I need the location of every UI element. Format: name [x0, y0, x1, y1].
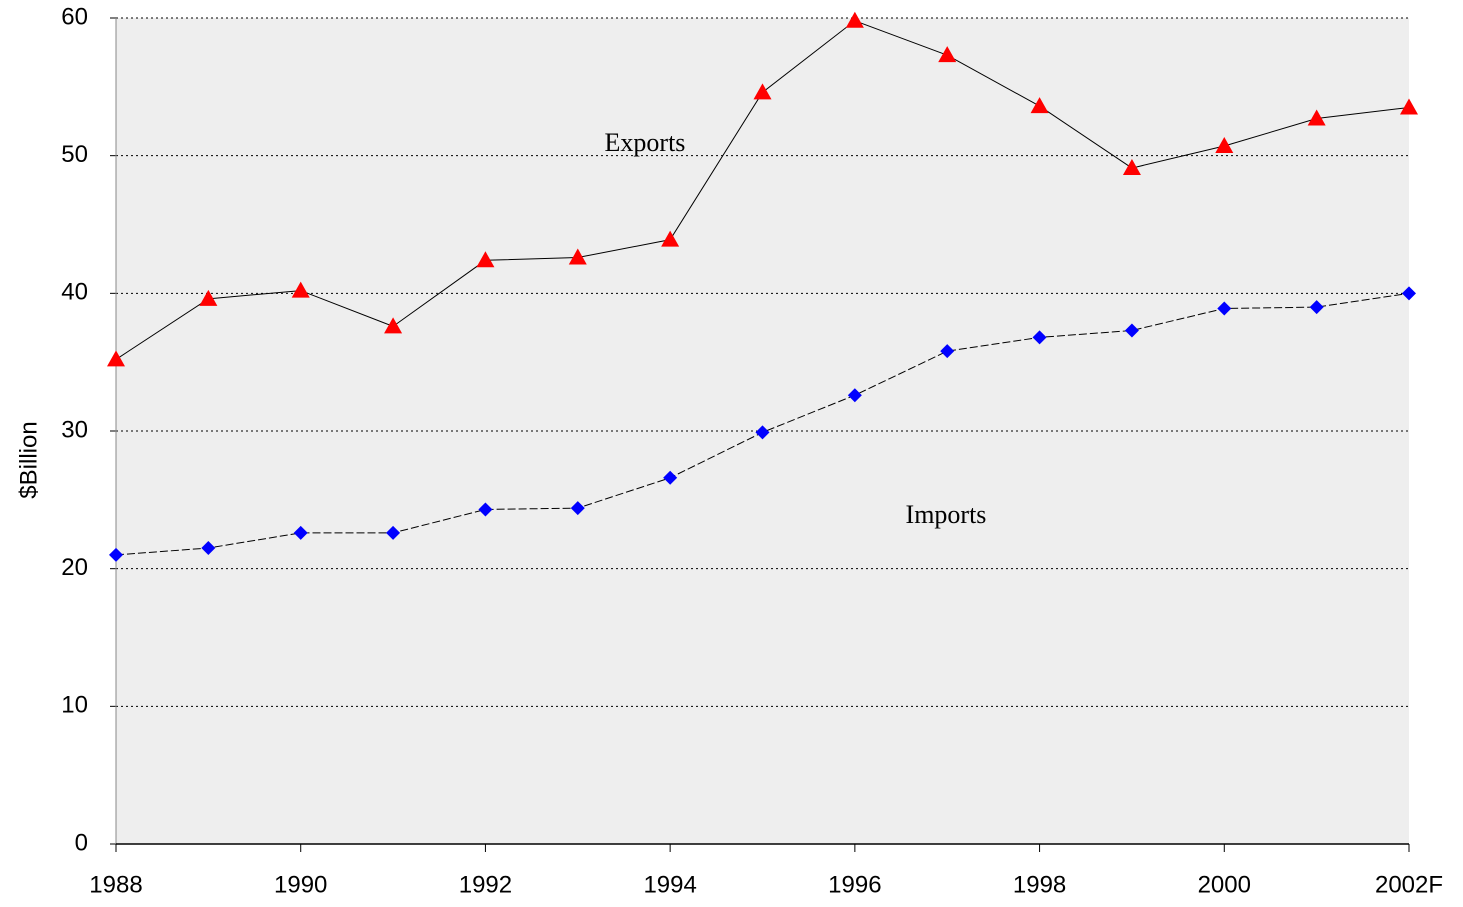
series-marker [109, 547, 123, 562]
series-marker [293, 525, 308, 540]
series-label: Imports [906, 500, 987, 529]
y-tick-label: 40 [61, 279, 88, 306]
y-tick-label: 30 [61, 416, 88, 443]
series-marker [1307, 109, 1326, 126]
series-marker [476, 251, 495, 268]
series-marker [1032, 330, 1047, 345]
series-marker [661, 230, 680, 247]
y-tick-label: 20 [61, 554, 88, 581]
series-marker [201, 541, 216, 556]
y-axis-label: $Billion [15, 421, 42, 498]
series-marker [1124, 323, 1139, 338]
series-marker [845, 11, 864, 28]
series-marker [199, 289, 218, 306]
series-marker [107, 350, 125, 367]
y-tick-label: 50 [61, 141, 88, 168]
series-marker [386, 525, 401, 540]
series-marker [753, 83, 772, 100]
y-tick-label: 60 [61, 3, 88, 30]
series-marker [478, 502, 493, 517]
series-marker [1030, 97, 1049, 114]
series-marker [1217, 301, 1232, 316]
series-marker [291, 281, 310, 298]
series-marker [940, 344, 955, 359]
series-label: Exports [605, 128, 686, 157]
series-marker [1400, 98, 1418, 115]
x-tick-label: 2000 [1198, 871, 1251, 898]
series-marker [1309, 300, 1324, 315]
x-tick-label: 1992 [459, 871, 512, 898]
series-marker [938, 46, 957, 63]
x-tick-label: 1988 [89, 871, 142, 898]
series-marker [847, 388, 862, 403]
series-marker [384, 317, 403, 334]
series-marker [570, 501, 585, 516]
y-tick-label: 10 [61, 692, 88, 719]
x-tick-label: 1990 [274, 871, 327, 898]
series-marker [1215, 137, 1234, 154]
x-tick-label: 2002F [1375, 871, 1443, 898]
series-marker [568, 248, 587, 265]
series-marker [1122, 159, 1141, 176]
x-tick-label: 1998 [1013, 871, 1066, 898]
x-tick-label: 1996 [828, 871, 881, 898]
x-tick-label: 1994 [643, 871, 696, 898]
series-marker [755, 425, 770, 440]
series-marker [1402, 286, 1416, 301]
series-marker [663, 470, 678, 485]
y-tick-label: 0 [75, 829, 88, 856]
